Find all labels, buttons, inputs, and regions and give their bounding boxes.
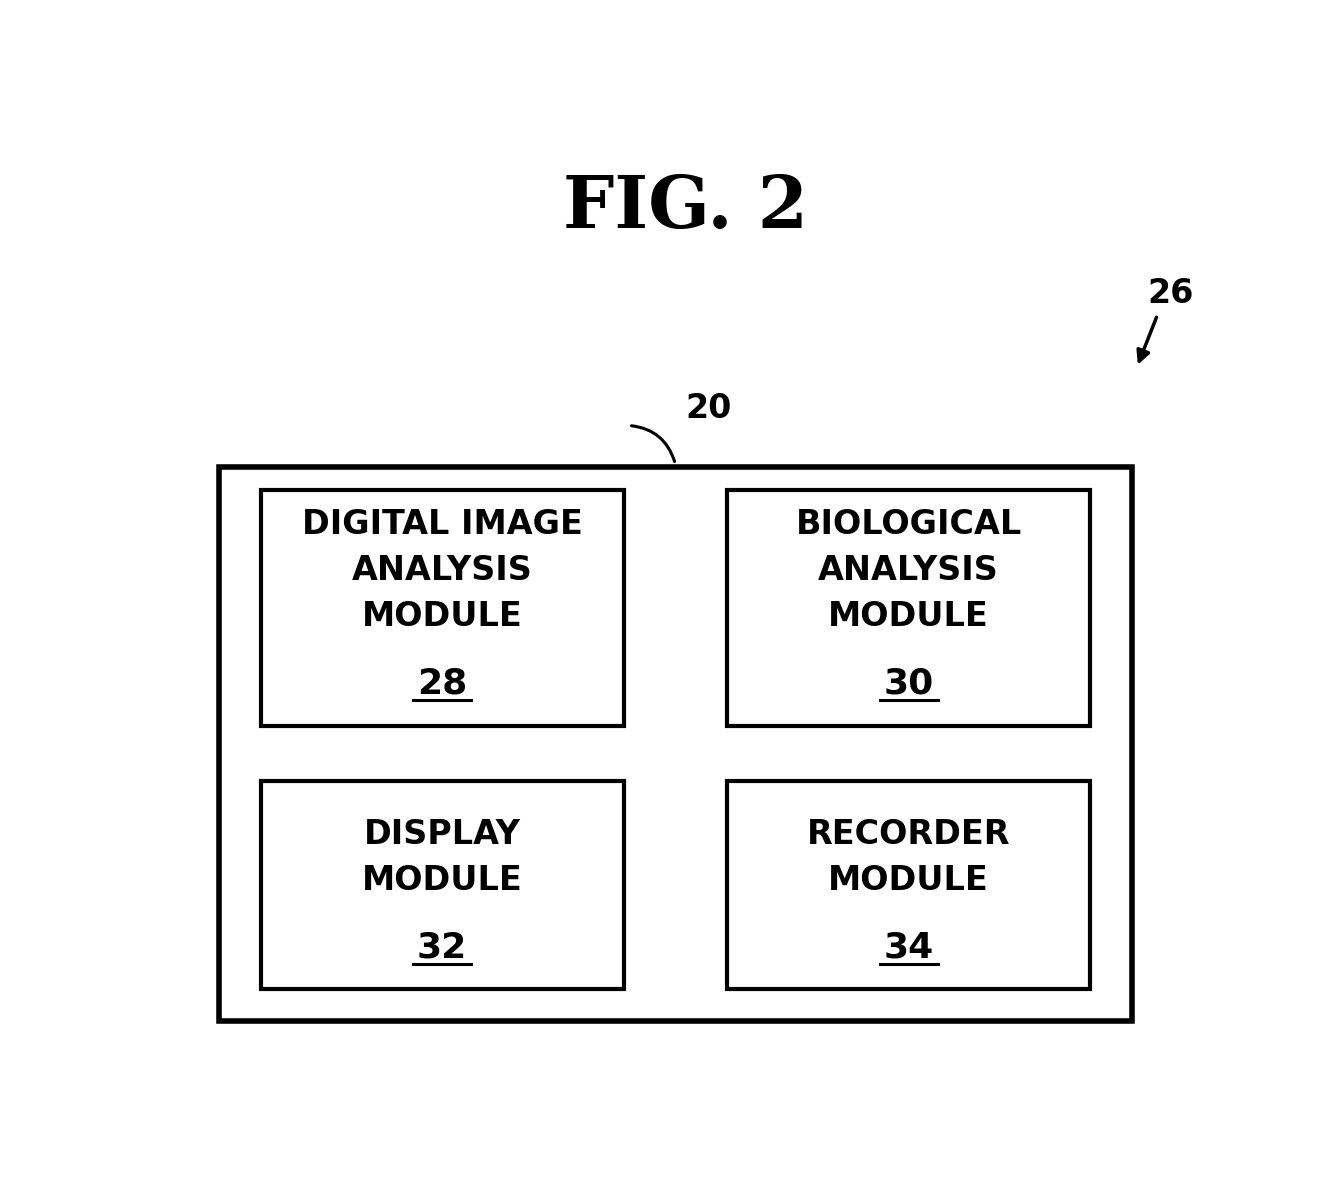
Text: 28: 28 <box>417 667 467 700</box>
Bar <box>728 781 1090 989</box>
Text: BIOLOGICAL
ANALYSIS
MODULE: BIOLOGICAL ANALYSIS MODULE <box>796 508 1022 633</box>
Text: FIG. 2: FIG. 2 <box>563 171 808 242</box>
Text: 26: 26 <box>1147 277 1193 311</box>
Text: 32: 32 <box>417 930 467 964</box>
Bar <box>261 490 624 725</box>
Text: 20: 20 <box>686 392 732 426</box>
Text: 34: 34 <box>883 930 934 964</box>
Text: 30: 30 <box>883 667 934 700</box>
Text: RECORDER
MODULE: RECORDER MODULE <box>807 818 1010 897</box>
Text: DISPLAY
MODULE: DISPLAY MODULE <box>361 818 522 897</box>
Bar <box>219 466 1132 1022</box>
Text: DIGITAL IMAGE
ANALYSIS
MODULE: DIGITAL IMAGE ANALYSIS MODULE <box>301 508 582 633</box>
Bar <box>261 781 624 989</box>
Bar <box>728 490 1090 725</box>
